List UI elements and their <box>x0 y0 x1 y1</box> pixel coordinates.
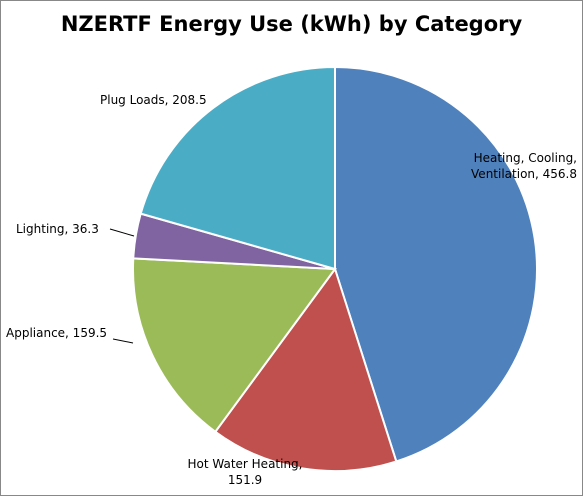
data-label: Heating, Cooling, Ventilation, 456.8 <box>471 151 577 181</box>
data-label: Hot Water Heating, 151.9 <box>187 457 303 487</box>
chart-title: NZERTF Energy Use (kWh) by Category <box>60 12 523 36</box>
data-label: Lighting, 36.3 <box>16 222 99 236</box>
leader-line <box>109 228 135 237</box>
pie-slice <box>334 65 538 463</box>
data-label: Appliance, 159.5 <box>6 326 108 340</box>
pie-slice <box>139 65 336 271</box>
leader-line <box>112 338 134 344</box>
data-label: Plug Loads, 208.5 <box>100 93 207 107</box>
pie-slice <box>132 257 337 434</box>
pie-slice <box>213 266 398 472</box>
